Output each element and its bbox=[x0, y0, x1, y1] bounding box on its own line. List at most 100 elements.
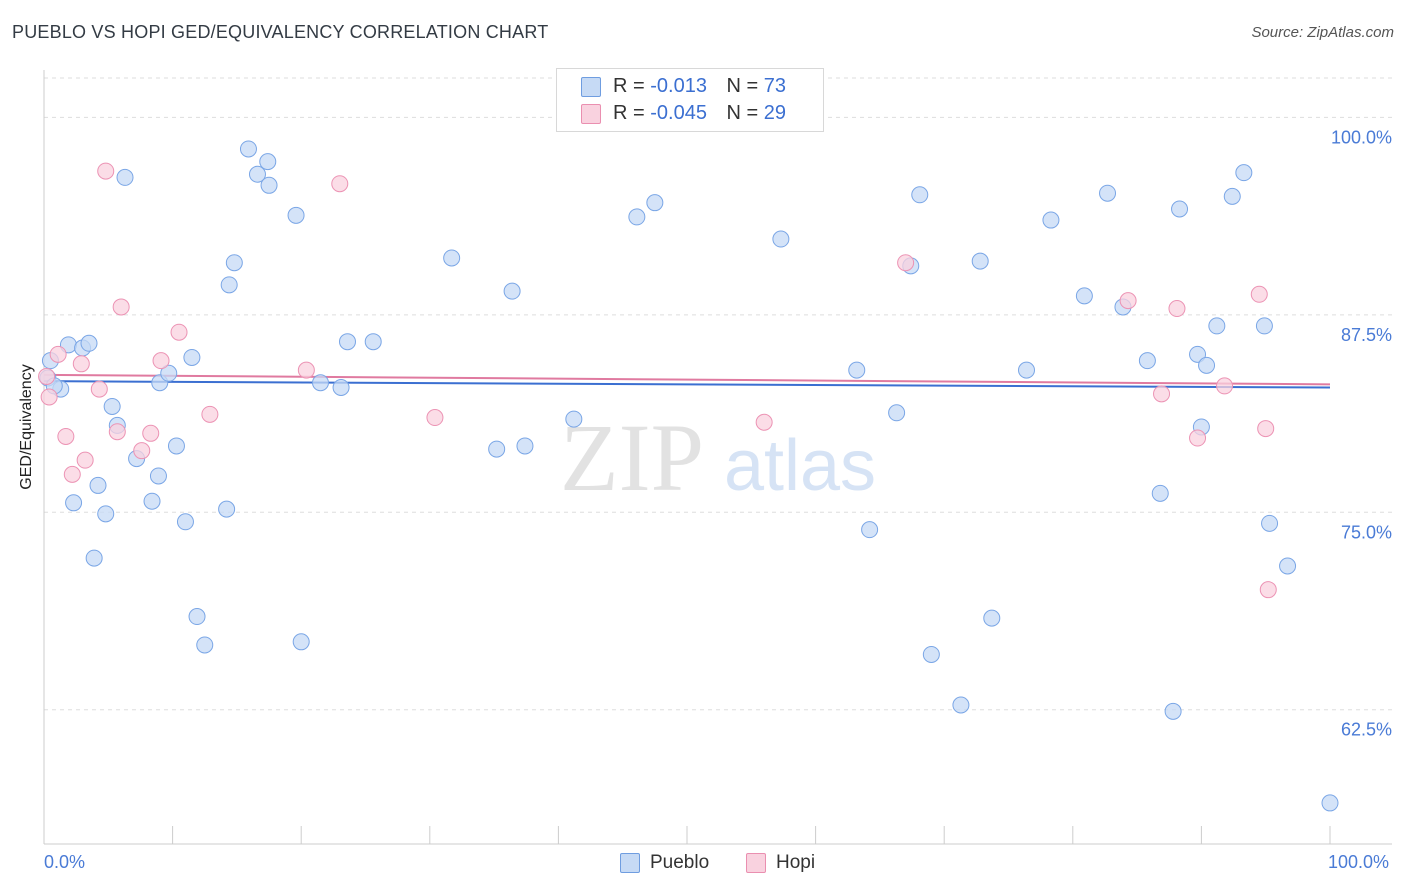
hopi-point-11 bbox=[142, 424, 160, 442]
stats-box: R = -0.013 N = 73 R = -0.045 N = 29 bbox=[556, 68, 824, 132]
pueblo-point-59 bbox=[1151, 484, 1169, 502]
chart-title: PUEBLO VS HOPI GED/EQUIVALENCY CORRELATI… bbox=[12, 22, 549, 42]
hopi-trend-line bbox=[43, 373, 1331, 386]
pueblo-point-66 bbox=[1223, 187, 1241, 205]
pueblo-point-56 bbox=[1099, 184, 1117, 202]
pueblo-point-45 bbox=[861, 521, 879, 539]
legend-hopi-label: Hopi bbox=[776, 852, 816, 873]
pueblo-point-50 bbox=[952, 696, 970, 714]
hopi-point-5 bbox=[76, 451, 94, 469]
pueblo-point-46 bbox=[888, 404, 906, 422]
pueblo-point-48 bbox=[911, 186, 929, 204]
pueblo-point-26 bbox=[239, 140, 257, 158]
pueblo-point-54 bbox=[1042, 211, 1060, 229]
source-credit: Source: ZipAtlas.com bbox=[1251, 24, 1394, 41]
pueblo-point-41 bbox=[628, 208, 646, 226]
pueblo-point-30 bbox=[287, 206, 305, 224]
pueblo-point-70 bbox=[1279, 557, 1297, 575]
pueblo-point-52 bbox=[983, 609, 1001, 627]
pueblo-point-17 bbox=[160, 364, 178, 382]
hopi-point-20 bbox=[1119, 292, 1137, 310]
pueblo-point-62 bbox=[1189, 345, 1207, 363]
y-tick-label-3: 100.0% bbox=[1331, 127, 1392, 147]
pueblo-point-31 bbox=[292, 633, 310, 651]
hopi-stats-text: R = -0.045 N = 29 bbox=[613, 102, 786, 125]
pueblo-point-65 bbox=[1208, 317, 1226, 335]
pueblo-point-15 bbox=[149, 467, 167, 485]
hopi-n-label: N = bbox=[726, 102, 764, 124]
hopi-point-12 bbox=[152, 352, 170, 370]
hopi-r-value: -0.045 bbox=[650, 102, 707, 124]
watermark-atlas: atlas bbox=[724, 426, 876, 506]
pueblo-point-40 bbox=[565, 410, 583, 428]
hopi-point-6 bbox=[90, 380, 108, 398]
hopi-point-2 bbox=[57, 427, 75, 445]
hopi-point-21 bbox=[1153, 385, 1171, 403]
hopi-n-value: 29 bbox=[763, 102, 787, 124]
pueblo-point-43 bbox=[772, 230, 790, 248]
pueblo-point-33 bbox=[332, 378, 350, 396]
gridlines bbox=[44, 77, 1392, 711]
data-points bbox=[38, 140, 1339, 812]
pueblo-point-22 bbox=[196, 636, 214, 654]
pueblo-point-21 bbox=[188, 608, 206, 626]
pueblo-point-25 bbox=[225, 254, 243, 272]
trend-lines bbox=[43, 373, 1331, 389]
pueblo-point-34 bbox=[338, 333, 356, 351]
pueblo-point-19 bbox=[176, 513, 194, 531]
y-tick-labels: 62.5% 75.0% 87.5% 100.0% bbox=[1331, 127, 1392, 739]
pueblo-point-49 bbox=[922, 645, 940, 663]
pueblo-point-69 bbox=[1261, 514, 1279, 532]
watermark: ZIP atlas bbox=[560, 404, 876, 511]
pueblo-point-53 bbox=[1018, 361, 1036, 379]
hopi-point-16 bbox=[331, 175, 349, 193]
pueblo-point-68 bbox=[1255, 317, 1273, 335]
pueblo-point-18 bbox=[167, 437, 185, 455]
hopi-point-0 bbox=[40, 388, 58, 406]
hopi-point-25 bbox=[1250, 285, 1268, 303]
hopi-point-13 bbox=[170, 323, 188, 341]
pueblo-point-58 bbox=[1138, 352, 1156, 370]
hopi-point-4 bbox=[72, 355, 90, 373]
hopi-point-19 bbox=[897, 254, 915, 272]
hopi-point-18 bbox=[755, 413, 773, 431]
hopi-point-3 bbox=[63, 465, 81, 483]
pueblo-point-37 bbox=[488, 440, 506, 458]
x-tick-label-max: 100.0% bbox=[1328, 852, 1390, 872]
pueblo-swatch bbox=[581, 77, 601, 97]
pueblo-point-64 bbox=[1198, 356, 1216, 374]
hopi-point-8 bbox=[108, 423, 126, 441]
y-tick-label-1: 75.0% bbox=[1341, 522, 1392, 542]
hopi-point-14 bbox=[201, 405, 219, 423]
pueblo-trend-line bbox=[43, 380, 1331, 389]
hopi-point-1 bbox=[49, 345, 67, 363]
hopi-point-26 bbox=[1257, 420, 1275, 438]
pueblo-point-35 bbox=[364, 333, 382, 351]
y-axis-label: GED/Equivalency bbox=[18, 364, 35, 490]
pueblo-point-36 bbox=[443, 249, 461, 267]
hopi-point-24 bbox=[1216, 377, 1234, 395]
y-tick-label-0: 62.5% bbox=[1341, 720, 1392, 740]
hopi-point-17 bbox=[426, 409, 444, 427]
legend-pueblo-swatch bbox=[620, 853, 640, 873]
pueblo-point-9 bbox=[97, 505, 115, 523]
pueblo-point-24 bbox=[220, 276, 238, 294]
legend-hopi-swatch bbox=[746, 853, 766, 873]
pueblo-point-12 bbox=[116, 168, 134, 186]
pueblo-n-label: N = bbox=[726, 75, 764, 97]
pueblo-point-61 bbox=[1171, 200, 1189, 218]
pueblo-point-67 bbox=[1235, 164, 1253, 182]
pueblo-point-60 bbox=[1164, 702, 1182, 720]
hopi-point-28 bbox=[38, 367, 56, 385]
y-tick-label-2: 87.5% bbox=[1341, 325, 1392, 345]
pueblo-point-20 bbox=[183, 348, 201, 366]
pueblo-point-6 bbox=[80, 334, 98, 352]
pueblo-point-38 bbox=[503, 282, 521, 300]
pueblo-stats-text: R = -0.013 N = 73 bbox=[613, 75, 786, 98]
pueblo-point-71 bbox=[1321, 794, 1339, 812]
pueblo-point-51 bbox=[971, 252, 989, 270]
hopi-point-22 bbox=[1168, 300, 1186, 318]
axes bbox=[43, 70, 1392, 845]
pueblo-point-28 bbox=[259, 153, 277, 171]
